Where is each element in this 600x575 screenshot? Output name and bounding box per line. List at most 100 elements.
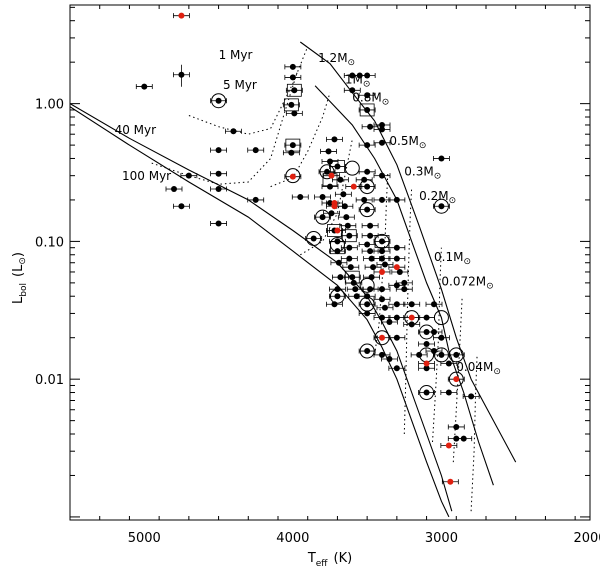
x-tick-label: 3000 [425,531,458,546]
data-point [327,183,333,190]
data-point [349,87,356,94]
y-tick-label: 0.10 [35,235,64,250]
curve-label: 0.1M⊙ [434,250,471,267]
ring-marker [306,230,322,246]
y-axis-label-sub: bol [19,283,29,297]
data-point [364,142,371,149]
curve-label-text: 1M [345,73,363,87]
data-point [393,244,400,251]
red-data-point [379,268,385,275]
data-point [288,101,295,108]
data-point [367,123,374,130]
data-point [386,318,393,325]
data-point [291,87,298,94]
curve-label-text: 0.072M [441,274,486,288]
mass-track-lines [151,46,478,512]
data-point [379,248,385,255]
y-axis-label-main: L [11,296,26,304]
y-tick-label: 0.01 [35,373,64,388]
data-point [178,203,185,210]
red-data-point [445,442,452,449]
data-point [438,155,445,162]
data-point [141,83,148,90]
data-point [396,268,403,275]
red-data-point [328,172,335,179]
data-point [379,172,385,179]
ring-marker [319,164,335,180]
curve-label-text: 0.2M [419,189,448,203]
data-point [367,248,374,255]
data-point [334,163,341,170]
ring-marker [315,209,331,225]
ring-marker [211,93,227,109]
mass-track-line [151,71,298,185]
data-point [324,168,331,175]
ring-marker [329,288,345,304]
data-point [215,220,222,227]
curve-label-text: 0.5M [389,134,418,148]
ring-marker [419,385,435,401]
ring-marker [285,168,301,184]
curve-label: 0.8M⊙ [352,90,389,107]
data-point [379,351,385,358]
data-point [364,241,371,248]
data-point [289,63,296,70]
x-tick-label: 4000 [276,531,309,546]
sun-symbol: ⊙ [463,257,471,267]
data-point [393,301,400,308]
data-point [215,147,222,154]
curve-label-text: 0.3M [404,165,433,179]
data-point [381,261,388,268]
data-point [367,232,374,239]
sun-symbol: ⊙ [419,141,427,151]
red-data-point [379,334,385,341]
data-point [364,348,371,355]
data-point [344,222,351,229]
data-point [431,348,437,355]
ring-marker [359,277,375,293]
x-axis-label-main: T [307,551,316,566]
curve-label: 1.2M⊙ [318,51,355,68]
data-point [291,110,298,117]
data-point [367,222,374,229]
curve-label: 40 Myr [115,123,157,137]
data-point [185,172,192,179]
plot-frame [69,4,591,521]
isochrone-line [299,41,517,463]
data-point [328,210,335,217]
data-point [364,293,371,300]
ring-marker [329,236,345,252]
red-data-point [423,360,430,367]
red-data-point [178,12,185,19]
data-point [423,340,430,347]
sun-symbol: ⊙ [493,367,501,377]
data-point [379,314,385,321]
data-point [349,274,356,281]
data-point [319,214,326,221]
sun-symbol: ⊙ [363,80,371,90]
data-point [364,206,371,213]
data-point [368,255,375,262]
ring-marker [433,198,449,214]
data-point [445,360,452,367]
curve-label-text: 0.8M [352,90,381,104]
curve-label-text: 1.2M [318,51,347,65]
data-point [289,142,296,149]
data-point [297,194,304,201]
data-point [215,170,222,177]
curve-label-text: 40 Myr [115,123,157,137]
data-point [379,121,385,128]
data-point [438,351,445,358]
red-data-point [289,173,296,180]
sun-symbol: ⊙ [449,196,457,206]
data-point [379,238,385,245]
data-point [361,196,368,203]
data-point [364,72,371,79]
data-point [368,274,375,281]
data-point [423,389,430,396]
sun-symbol: ⊙ [348,58,356,68]
curve-label-text: 0.04M [456,360,493,374]
data-point [350,279,357,286]
